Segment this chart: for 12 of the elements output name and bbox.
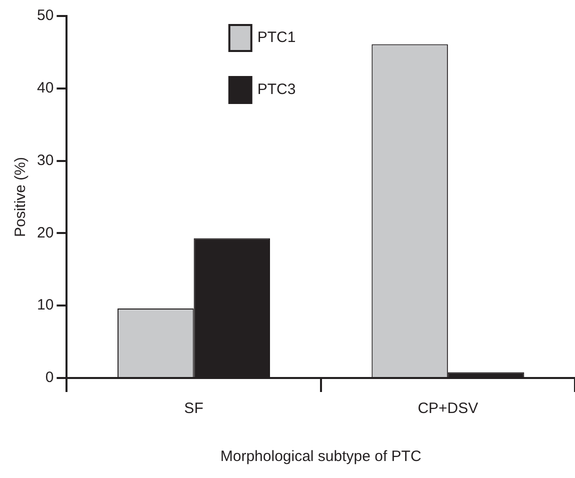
y-tick-label: 40 bbox=[36, 80, 54, 97]
y-axis-title: Positive (%) bbox=[12, 156, 30, 238]
y-tick-label: 10 bbox=[36, 296, 54, 314]
x-axis-title: Morphological subtype of PTC bbox=[220, 448, 422, 466]
legend-label: PTC1 bbox=[257, 29, 296, 46]
x-tick-label: SF bbox=[184, 400, 204, 418]
y-tick-label: 0 bbox=[45, 369, 54, 386]
y-tick-label: 20 bbox=[36, 224, 54, 242]
x-tick-label: CP+DSV bbox=[418, 400, 478, 418]
y-tick-label: 50 bbox=[36, 7, 54, 24]
legend-label: PTC3 bbox=[257, 81, 296, 98]
y-tick-label: 30 bbox=[36, 152, 54, 169]
